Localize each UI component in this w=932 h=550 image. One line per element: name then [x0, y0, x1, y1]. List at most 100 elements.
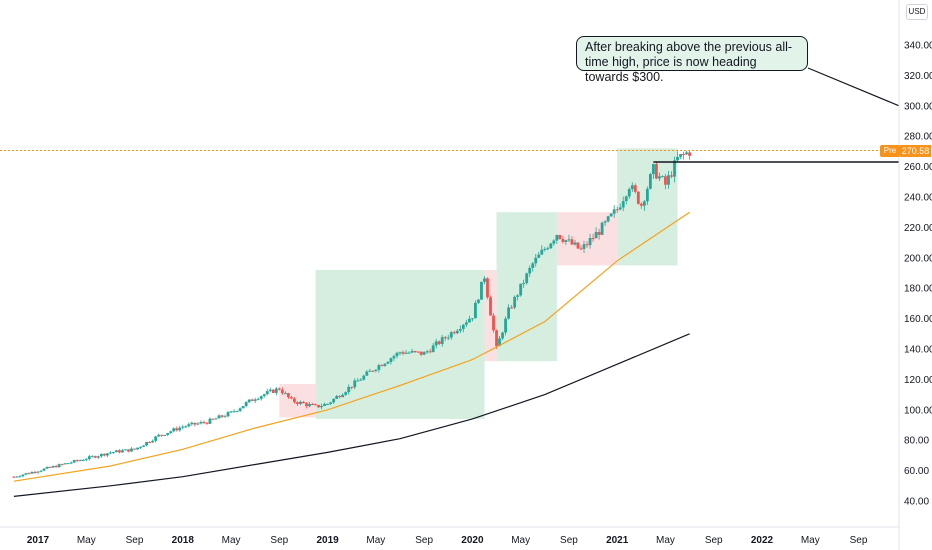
candle-body-103 — [323, 403, 326, 406]
candle-body-106 — [332, 398, 336, 403]
candle-body-218 — [670, 175, 673, 177]
y-tick-label: 140.00 — [904, 345, 932, 356]
candle-body-71 — [226, 412, 230, 417]
premarket-badge: Pre — [880, 145, 900, 157]
candle-layer — [12, 150, 691, 478]
candle-body-137 — [425, 351, 429, 353]
slow-moving-average-line — [13, 333, 690, 497]
candle-body-6 — [30, 471, 34, 474]
candle-body-82 — [259, 396, 263, 399]
annotation-callout[interactable]: After breaking above the previous all-ti… — [576, 36, 808, 84]
candle-body-32 — [109, 452, 112, 454]
candle-body-177 — [546, 248, 550, 250]
candle-body-118 — [368, 370, 372, 372]
candle-body-150 — [464, 322, 468, 325]
x-tick-label: May — [222, 535, 241, 546]
candle-body-155 — [480, 281, 483, 300]
candle-body-113 — [353, 380, 357, 388]
candle-body-207 — [636, 191, 640, 204]
candle-body-73 — [232, 411, 236, 413]
candle-body-222 — [682, 154, 685, 156]
candle-body-56 — [181, 426, 185, 428]
candle-body-171 — [528, 267, 532, 274]
candle-body-135 — [419, 351, 423, 355]
zone-red-0 — [279, 383, 316, 418]
candle-body-116 — [362, 375, 366, 380]
x-tick-label: May — [656, 535, 675, 546]
candle-body-90 — [283, 393, 287, 395]
candle-body-167 — [516, 295, 520, 297]
candle-body-156 — [483, 278, 486, 282]
candle-body-79 — [250, 399, 254, 401]
x-tick-label: Sep — [705, 535, 723, 546]
candle-body-78 — [247, 399, 251, 403]
x-tick-label: 2018 — [172, 535, 195, 546]
candle-body-162 — [501, 332, 504, 339]
candle-body-36 — [121, 450, 124, 453]
y-tick-label: 180.00 — [904, 284, 932, 295]
candle-body-121 — [377, 365, 381, 370]
candle-body-146 — [452, 332, 456, 334]
candle-body-196 — [603, 221, 607, 223]
candle-body-186 — [573, 242, 577, 245]
price-axis[interactable]: 40.00 60.00 80.00 100.00 120.00 140.00 160.00 1… — [904, 41, 932, 508]
candle-body-28 — [96, 456, 100, 458]
candle-body-201 — [618, 207, 622, 210]
candle-body-80 — [253, 399, 257, 401]
candle-body-224 — [688, 152, 691, 156]
candle-body-18 — [66, 463, 70, 465]
candle-body-200 — [615, 209, 619, 211]
y-tick-label: 80.00 — [904, 436, 929, 447]
candle-body-211 — [648, 174, 652, 189]
time-axis[interactable]: 2017 May Sep 2018 May Sep 2019 May Sep 2020 May Sep… — [27, 535, 868, 546]
candle-body-145 — [449, 332, 453, 338]
candle-body-16 — [60, 464, 64, 466]
candle-body-76 — [241, 406, 245, 409]
x-tick-label: Sep — [415, 535, 433, 546]
fast-moving-average-line — [13, 211, 690, 482]
candle-body-34 — [115, 450, 118, 453]
candle-body-8 — [36, 471, 40, 473]
candle-body-105 — [329, 402, 333, 404]
candle-body-204 — [627, 189, 631, 197]
candle-body-86 — [271, 389, 275, 393]
candle-body-149 — [461, 324, 465, 329]
candle-body-64 — [205, 422, 209, 424]
candle-body-159 — [492, 315, 495, 331]
candle-body-37 — [124, 449, 127, 451]
candle-body-17 — [63, 463, 67, 465]
candle-body-125 — [389, 358, 393, 362]
candle-body-101 — [317, 404, 320, 408]
candle-body-151 — [467, 318, 471, 323]
candle-body-51 — [166, 432, 170, 435]
candle-body-39 — [130, 448, 133, 452]
candle-body-63 — [202, 422, 206, 424]
currency-badge[interactable]: USD — [906, 4, 928, 20]
candle-body-144 — [446, 337, 450, 339]
candle-body-4 — [24, 473, 28, 475]
candle-body-219 — [673, 160, 676, 177]
candle-body-111 — [347, 386, 351, 393]
candle-body-122 — [380, 365, 384, 367]
x-tick-label: 2017 — [27, 535, 50, 546]
x-tick-label: May — [511, 535, 530, 546]
last-price-badge: 270.58 — [900, 145, 931, 157]
zone-green-1 — [315, 269, 485, 419]
candle-body-175 — [540, 249, 544, 255]
zone-layer — [279, 148, 678, 419]
y-tick-label: 300.00 — [904, 101, 932, 112]
candle-body-93 — [293, 398, 296, 403]
candle-body-194 — [597, 232, 601, 235]
candle-body-13 — [51, 466, 55, 468]
candle-body-65 — [208, 418, 212, 424]
candle-body-49 — [160, 434, 164, 436]
candle-body-179 — [552, 240, 556, 244]
candle-body-182 — [561, 238, 565, 242]
candle-body-89 — [280, 389, 284, 394]
candle-body-1 — [15, 476, 19, 478]
candle-body-70 — [223, 416, 227, 418]
candle-body-108 — [338, 396, 342, 398]
candle-body-193 — [594, 232, 598, 239]
candle-body-46 — [151, 440, 155, 443]
